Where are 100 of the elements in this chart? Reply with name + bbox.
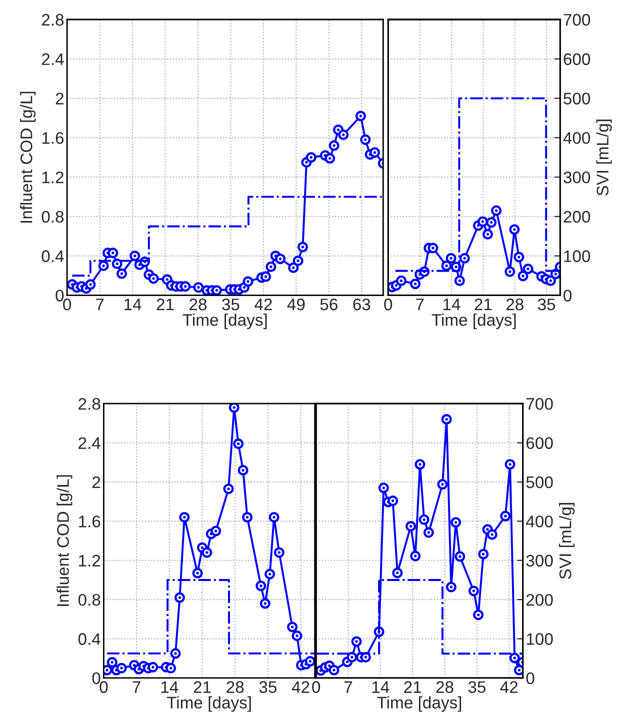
- point: [180, 281, 191, 292]
- point: [482, 228, 493, 240]
- point: [306, 152, 316, 163]
- point: [500, 510, 511, 522]
- x-tick-label: 35: [468, 681, 486, 693]
- x-tick-label: 21: [474, 298, 492, 310]
- y-tick-label: 1.2: [42, 171, 64, 184]
- x-tick-label: 42: [254, 298, 272, 310]
- x-tick-label: 14: [444, 298, 460, 310]
- x-tick-label: 28: [506, 298, 524, 310]
- y-axis-title: Influent COD [g/L]: [56, 475, 72, 606]
- point: [328, 140, 340, 151]
- point: [210, 526, 222, 536]
- x-tick-label: 21: [156, 298, 174, 310]
- point: [351, 636, 362, 647]
- point: [491, 205, 502, 216]
- x-tick-label: 7: [344, 681, 352, 693]
- x-tick-label: 35: [538, 298, 556, 310]
- y2-tick-label: 200: [526, 594, 553, 606]
- point: [378, 482, 389, 494]
- y-tick-label: 1.2: [79, 554, 100, 566]
- point: [297, 242, 308, 252]
- y2-tick-label: 100: [564, 250, 590, 262]
- y2-tick-label: 300: [564, 171, 590, 184]
- x-tick-label: 28: [226, 681, 244, 693]
- x-tick-label: 49: [287, 298, 305, 310]
- point: [287, 622, 298, 632]
- point: [405, 521, 416, 532]
- x-tick-label: 28: [190, 298, 207, 310]
- y-axis-title: Influent COD [g/L]: [20, 92, 36, 223]
- point: [98, 260, 109, 272]
- x-tick-label: 21: [194, 681, 211, 693]
- y-tick-label: 2: [92, 476, 100, 488]
- point: [148, 273, 159, 284]
- point: [477, 216, 488, 227]
- point: [396, 275, 407, 286]
- x-tick-label: 0: [312, 681, 320, 693]
- point: [166, 662, 176, 674]
- point: [328, 664, 340, 676]
- point: [211, 285, 222, 296]
- y2-tick-label: 400: [563, 132, 590, 144]
- point: [478, 548, 489, 560]
- point: [170, 648, 181, 659]
- x-axis-title: Time [days]: [182, 314, 267, 330]
- point: [522, 264, 534, 274]
- y-tick-label: 0.8: [42, 210, 64, 223]
- point: [274, 547, 284, 558]
- point: [108, 248, 118, 258]
- point: [324, 153, 336, 164]
- point: [192, 568, 203, 578]
- y2-tick-label: 0: [564, 290, 572, 302]
- y-tick-label: 2: [56, 92, 64, 104]
- x-axis-title: Time [days]: [166, 696, 251, 712]
- point: [288, 262, 299, 273]
- x-tick-label: 0: [63, 298, 72, 310]
- y2-tick-label: 200: [564, 210, 590, 223]
- y2-tick-label: 700: [564, 14, 590, 26]
- y-tick-label: 0: [56, 290, 64, 302]
- point: [260, 271, 272, 282]
- y2-tick-label: 500: [564, 92, 590, 104]
- point: [116, 268, 128, 279]
- point: [369, 147, 380, 158]
- point: [228, 404, 240, 413]
- y-tick-label: 2.4: [42, 53, 64, 65]
- point: [509, 652, 520, 664]
- y-tick-label: 1.6: [42, 132, 64, 144]
- x-tick-label: 28: [436, 681, 454, 693]
- x-tick-label: 21: [404, 681, 422, 693]
- point: [116, 662, 127, 674]
- y2-tick-label: 500: [526, 476, 553, 488]
- point: [428, 242, 438, 254]
- point: [410, 278, 421, 290]
- point: [486, 217, 497, 228]
- point: [85, 279, 96, 290]
- x-tick-label: 7: [132, 681, 140, 693]
- point: [238, 464, 248, 476]
- x-tick-label: 14: [161, 681, 178, 693]
- y-tick-label: 2.8: [42, 14, 64, 26]
- point: [174, 592, 185, 603]
- point: [242, 276, 254, 287]
- point: [392, 568, 403, 578]
- point: [266, 261, 276, 272]
- y2-tick-label: 600: [526, 437, 553, 449]
- point: [423, 527, 434, 538]
- y2-tick-label: 700: [526, 398, 553, 410]
- y-tick-label: 0: [92, 672, 100, 684]
- point: [441, 260, 452, 272]
- point: [223, 484, 234, 494]
- point: [518, 270, 528, 282]
- point: [292, 256, 304, 266]
- point: [545, 275, 556, 286]
- point: [233, 438, 244, 450]
- point: [486, 529, 498, 540]
- y-tick-label: 0.4: [42, 250, 64, 262]
- x-tick-label: 0: [100, 681, 108, 693]
- point: [360, 134, 371, 145]
- y2-axis-title: SVI [mL/g]: [559, 503, 575, 579]
- point: [504, 266, 516, 277]
- point: [459, 252, 470, 264]
- x-tick-label: 56: [320, 298, 338, 310]
